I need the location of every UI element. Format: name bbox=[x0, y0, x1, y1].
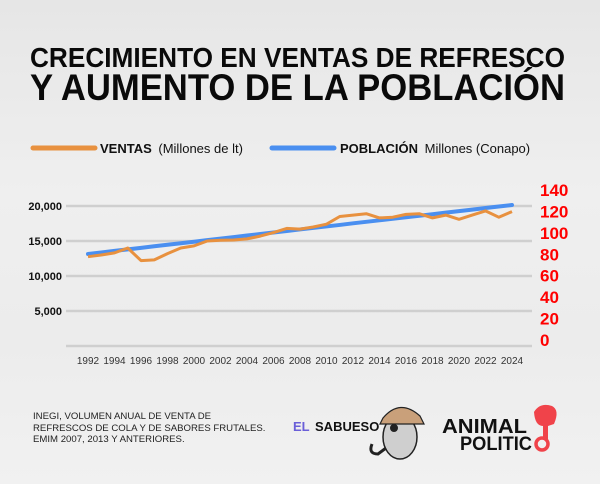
source-note: INEGI, VOLUMEN ANUAL DE VENTA DE REFRESC… bbox=[33, 411, 266, 445]
legend-ventas-label: VENTAS bbox=[100, 141, 152, 156]
svg-text:VENTAS (Millones de lt): VENTAS (Millones de lt) bbox=[100, 141, 243, 156]
series bbox=[86, 203, 514, 263]
x-tick-label: 2004 bbox=[236, 356, 259, 367]
x-tick-label: 1996 bbox=[130, 356, 153, 367]
x-tick-label: 1994 bbox=[103, 356, 126, 367]
x-axis: 1992 1994 1996 1998 2000 2002 2004 2006 2008 2010… bbox=[77, 356, 524, 367]
logo-animal: ANIMAL bbox=[442, 416, 527, 438]
left-tick-label: 5,000 bbox=[34, 306, 62, 318]
right-tick-label: 60 bbox=[540, 267, 559, 286]
x-tick-label: 2020 bbox=[448, 356, 471, 367]
title-line-1: CRECIMIENTO EN VENTAS DE REFRESCO bbox=[30, 42, 565, 73]
right-tick-label: 80 bbox=[540, 245, 559, 264]
el-sabueso-logo: EL SABUESO bbox=[293, 406, 425, 460]
left-tick-label: 15,000 bbox=[28, 236, 62, 248]
legend-poblacion-unit: Millones (Conapo) bbox=[425, 141, 531, 156]
right-tick-label: 100 bbox=[540, 224, 568, 243]
x-tick-label: 2024 bbox=[501, 356, 524, 367]
right-tick-label: 20 bbox=[540, 310, 559, 329]
right-tick-label: 140 bbox=[540, 181, 568, 200]
left-axis: 20,000 15,000 10,000 5,000 bbox=[28, 201, 62, 318]
x-tick-label: 2012 bbox=[342, 356, 365, 367]
x-tick-label: 2000 bbox=[183, 356, 206, 367]
x-tick-label: 2006 bbox=[262, 356, 285, 367]
left-tick-label: 20,000 bbox=[28, 201, 62, 213]
legend: VENTAS (Millones de lt) POBLACIÓN Millon… bbox=[30, 141, 530, 156]
right-tick-label: 120 bbox=[540, 202, 568, 221]
series-line-ventas bbox=[87, 209, 513, 263]
elephant-icon bbox=[534, 404, 557, 452]
legend-poblacion-label: POBLACIÓN bbox=[340, 141, 418, 156]
title-line-2: Y AUMENTO DE LA POBLACIÓN bbox=[30, 66, 565, 108]
dog-detective-icon bbox=[369, 406, 425, 460]
x-tick-label: 2014 bbox=[368, 356, 391, 367]
svg-text:EL SABUESO: EL SABUESO bbox=[293, 419, 379, 434]
left-tick-label: 10,000 bbox=[28, 271, 62, 283]
right-axis: 140 120 100 80 60 40 20 0 bbox=[540, 181, 568, 350]
x-tick-label: 2016 bbox=[395, 356, 418, 367]
x-tick-label: 2002 bbox=[209, 356, 232, 367]
x-tick-label: 1992 bbox=[77, 356, 100, 367]
right-tick-label: 40 bbox=[540, 288, 559, 307]
svg-text:POBLACIÓN Millones (Cona: POBLACIÓN Millones (Conapo) bbox=[340, 141, 530, 156]
x-tick-label: 1998 bbox=[156, 356, 179, 367]
legend-ventas-unit: (Millones de lt) bbox=[158, 141, 243, 156]
logo-el: EL bbox=[293, 419, 310, 434]
x-tick-label: 2022 bbox=[474, 356, 497, 367]
x-tick-label: 2018 bbox=[421, 356, 444, 367]
gridlines bbox=[66, 204, 532, 348]
right-tick-label: 0 bbox=[540, 331, 549, 350]
x-tick-label: 2010 bbox=[315, 356, 338, 367]
logo-politico: POLITIC bbox=[460, 434, 532, 455]
logo-sabueso: SABUESO bbox=[315, 419, 379, 434]
x-tick-label: 2008 bbox=[289, 356, 312, 367]
animal-politico-logo: ANIMAL POLITIC bbox=[442, 404, 557, 455]
